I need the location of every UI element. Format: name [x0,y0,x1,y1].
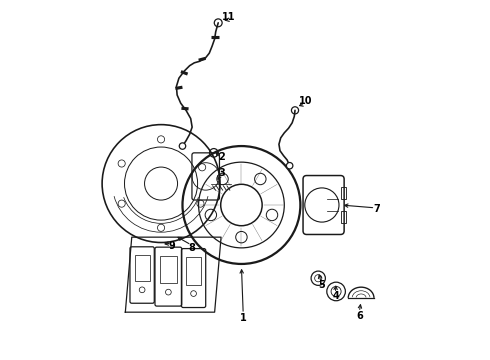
Text: 9: 9 [169,241,175,251]
Text: 3: 3 [219,168,225,178]
Text: 10: 10 [299,96,313,107]
Bar [135,255,149,282]
Text: 1: 1 [240,312,246,323]
Bar [186,257,201,285]
Bar [341,188,345,199]
Text: 5: 5 [318,280,325,291]
Circle shape [179,143,186,149]
Text: 6: 6 [356,311,363,321]
Circle shape [287,162,293,169]
Text: 7: 7 [374,203,381,213]
Text: 11: 11 [222,13,236,22]
Text: 8: 8 [188,243,195,253]
Text: 2: 2 [219,152,225,162]
Text: 4: 4 [333,291,340,301]
Bar [160,256,177,283]
Bar [341,211,345,222]
